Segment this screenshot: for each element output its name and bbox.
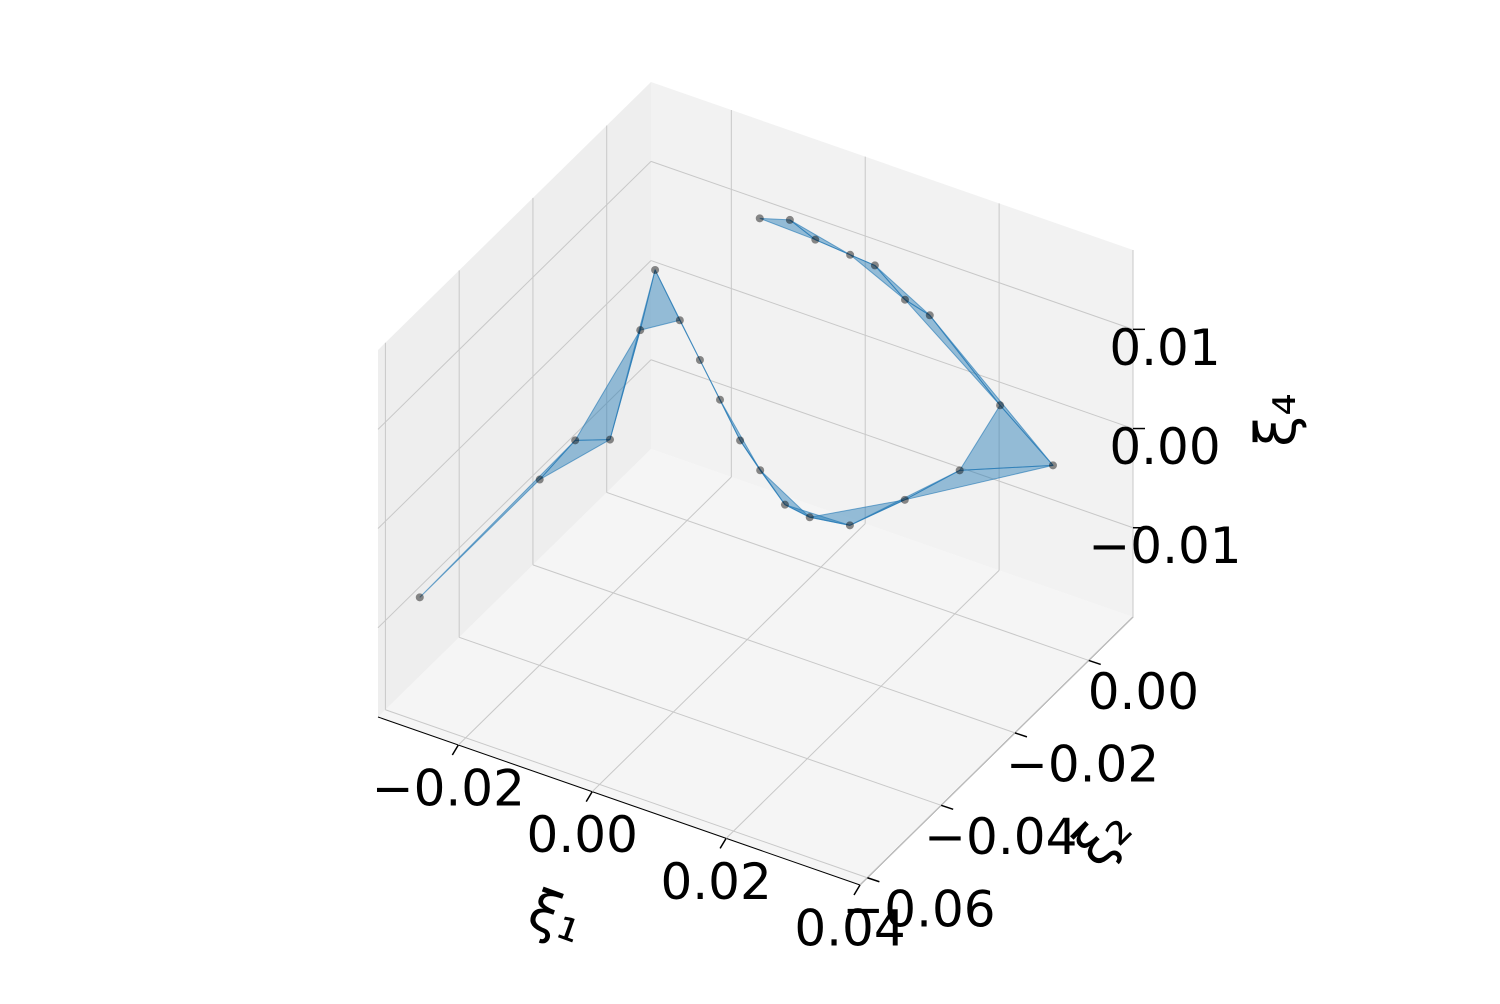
point [571,436,580,445]
point [535,475,544,484]
point [925,311,934,320]
x-tick-label: −0.02 [372,760,525,818]
point [606,435,615,444]
grid-line [458,636,942,806]
x-tick [585,791,593,803]
bottom-pane [378,449,1133,885]
z-tick-label: 0.01 [1109,319,1220,377]
x-tick [451,744,459,756]
point [785,215,794,224]
point [651,265,660,274]
x-tick-label: 0.04 [794,900,905,958]
y-tick-label: 0.00 [1088,663,1199,721]
grid-line [650,160,1134,330]
grid-line [650,260,1134,430]
grid-line [591,523,866,793]
z-tick-label: −0.01 [1088,517,1241,575]
x-tick [853,884,861,896]
point [996,401,1005,410]
y-tick [940,804,954,811]
point [716,395,725,404]
x-tick [719,837,727,849]
point [805,513,814,522]
point [780,500,789,509]
y-tick [867,877,880,883]
grid-line [385,709,868,879]
x-tick-label: 0.00 [527,806,638,864]
point [811,235,820,244]
x-tick-label: 0.02 [660,853,771,911]
x-axis-label: ξ₁ [520,877,593,956]
y-tick-label: −0.06 [842,880,995,938]
y-tick [1014,732,1028,738]
grid-line [457,476,732,746]
y-tick [1088,659,1101,666]
point [1048,461,1057,470]
z-axis-label: ξ₄ [1244,393,1309,447]
point [636,326,645,335]
y-tick-label: −0.02 [1006,735,1159,793]
point [955,466,964,475]
point [736,436,745,445]
point [756,466,765,475]
grid-line [725,569,1000,839]
grid-line [859,616,1134,886]
point [900,495,909,504]
point [845,521,854,530]
grid-line [377,160,652,430]
back-pane [651,82,1133,617]
grid-line [532,564,1016,734]
point [901,295,910,304]
left-pane [378,82,651,717]
z-tick-label: 0.00 [1109,418,1220,476]
point [415,593,424,602]
grid-line [606,491,1089,661]
grid-line [377,359,652,629]
point [755,214,764,223]
grid-line [377,260,652,529]
surface-face [759,217,816,241]
point [846,250,855,259]
point [695,355,704,364]
y-tick-label: −0.04 [924,808,1077,866]
point [870,261,879,270]
grid-line [650,359,1134,529]
point [675,316,684,325]
